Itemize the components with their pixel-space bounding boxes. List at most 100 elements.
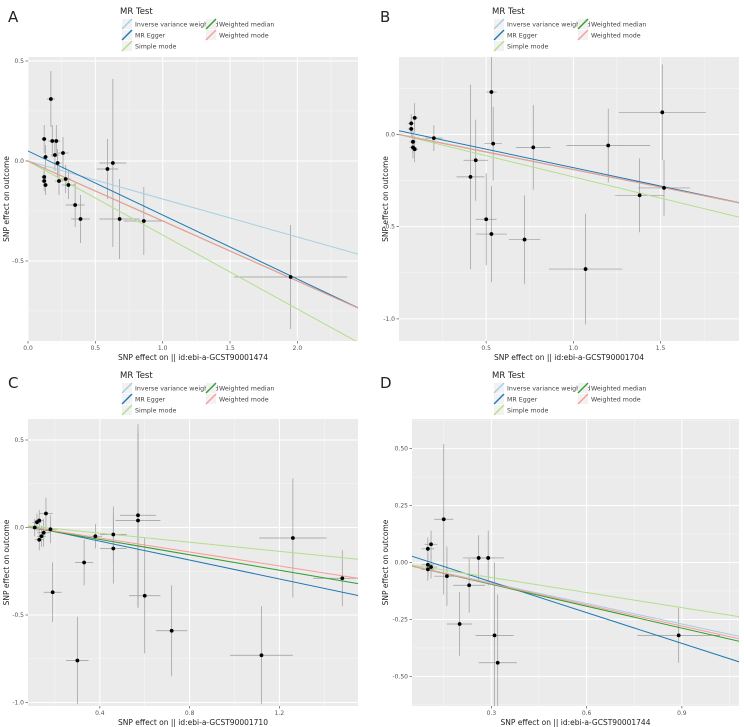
x-axis-title: SNP effect on || id:ebi-a-GCST90001704 bbox=[494, 353, 644, 362]
data-point bbox=[61, 151, 65, 155]
data-point bbox=[37, 518, 42, 523]
plot-background bbox=[399, 57, 739, 341]
legend-key-simple bbox=[493, 404, 505, 416]
y-axis-title: SNP effect on outcome bbox=[381, 156, 390, 242]
data-point bbox=[75, 658, 80, 663]
x-tick-label: 0.9 bbox=[677, 710, 687, 717]
legend-key-ivw bbox=[493, 382, 505, 394]
data-point bbox=[42, 179, 47, 183]
data-point bbox=[78, 217, 83, 221]
data-point bbox=[606, 143, 611, 148]
x-axis-title: SNP effect on || id:ebi-a-GCST90001710 bbox=[118, 718, 268, 727]
x-tick-label: 0.5 bbox=[91, 345, 101, 352]
data-point bbox=[468, 174, 473, 179]
legend-label-ivw: Inverse variance weighted bbox=[507, 386, 590, 393]
legend-key-wmode bbox=[205, 393, 217, 405]
x-tick-label: 0.3 bbox=[487, 710, 497, 717]
legend-key-egger bbox=[493, 393, 505, 405]
legend-key-ivw bbox=[121, 382, 133, 394]
data-point bbox=[340, 576, 345, 581]
data-point bbox=[41, 530, 46, 535]
legend-title: MR Test bbox=[492, 371, 525, 381]
x-tick-label: 0.0 bbox=[23, 345, 33, 352]
data-point bbox=[136, 513, 140, 518]
data-point bbox=[290, 536, 295, 540]
data-point bbox=[32, 525, 37, 530]
data-point bbox=[93, 534, 98, 539]
data-point bbox=[409, 127, 414, 131]
y-tick-label: 0.0 bbox=[14, 525, 24, 532]
legend-key-wmode bbox=[577, 393, 589, 405]
data-point bbox=[412, 147, 417, 152]
data-point bbox=[489, 232, 494, 236]
data-point bbox=[141, 219, 146, 223]
y-tick-label: -0.5 bbox=[12, 258, 24, 265]
plot-background bbox=[28, 57, 358, 341]
data-point bbox=[43, 155, 48, 159]
panel-d: D MR Test Inverse variance weighted MR Egge… bbox=[380, 371, 739, 727]
legend-key-wmode bbox=[205, 29, 217, 41]
data-point bbox=[117, 217, 122, 221]
legend-key-egger bbox=[493, 29, 505, 41]
legend-label-ivw: Inverse variance weighted bbox=[135, 22, 218, 29]
x-tick-label: 1.2 bbox=[275, 710, 285, 717]
legend-label-simple: Simple mode bbox=[507, 44, 548, 51]
legend-label-wmedian: Weighted median bbox=[591, 386, 646, 393]
y-tick-label: 0.0 bbox=[385, 131, 395, 138]
data-point bbox=[489, 90, 494, 94]
legend-label-egger: MR Egger bbox=[135, 33, 166, 40]
data-point bbox=[259, 653, 264, 658]
y-axis-title: SNP effect on outcome bbox=[2, 519, 11, 605]
data-point bbox=[491, 141, 496, 146]
y-tick-label: -0.50 bbox=[392, 673, 408, 680]
legend-title: MR Test bbox=[120, 7, 153, 17]
data-point bbox=[676, 633, 681, 638]
data-point bbox=[583, 267, 588, 271]
panel-label: D bbox=[380, 374, 392, 392]
panel-a: A MR Test Inverse variance weighted MR Egge… bbox=[2, 7, 358, 362]
plot-area bbox=[399, 57, 739, 341]
legend-label-simple: Simple mode bbox=[507, 408, 548, 415]
y-tick-label: -0.25 bbox=[392, 616, 408, 623]
legend: MR Test Inverse variance weighted MR Egger… bbox=[492, 7, 646, 52]
data-point bbox=[492, 633, 497, 638]
legend-label-wmedian: Weighted median bbox=[219, 22, 274, 29]
legend-key-egger bbox=[121, 29, 133, 41]
data-point bbox=[473, 158, 478, 163]
legend-label-simple: Simple mode bbox=[135, 44, 176, 51]
regression-line-wmode bbox=[28, 526, 358, 579]
legend-key-wmedian bbox=[205, 18, 217, 30]
data-point bbox=[73, 203, 78, 207]
legend-label-egger: MR Egger bbox=[507, 397, 538, 404]
data-point bbox=[429, 565, 433, 569]
legend-key-wmedian bbox=[577, 382, 589, 394]
data-point bbox=[44, 511, 48, 516]
regression-line-simple bbox=[28, 160, 357, 341]
data-point bbox=[484, 217, 489, 222]
data-point bbox=[425, 567, 430, 572]
data-point bbox=[42, 175, 47, 179]
legend-key-egger bbox=[121, 393, 133, 405]
legend-label-egger: MR Egger bbox=[135, 397, 166, 404]
y-tick-label: 0.00 bbox=[395, 560, 409, 567]
data-point bbox=[522, 237, 527, 242]
data-point bbox=[142, 593, 147, 598]
panel-c: C MR Test Inverse variance weighted MR Egge… bbox=[2, 371, 358, 727]
data-point bbox=[476, 556, 481, 560]
y-tick-label: 0.25 bbox=[395, 503, 409, 510]
y-axis-title: SNP effect on outcome bbox=[381, 519, 390, 605]
data-point bbox=[486, 556, 491, 560]
x-axis-title: SNP effect on || id:ebi-a-GCST90001474 bbox=[118, 353, 268, 362]
data-point bbox=[662, 186, 666, 190]
data-point bbox=[425, 546, 430, 551]
y-tick-label: 0.5 bbox=[14, 58, 24, 65]
x-tick-label: 0.6 bbox=[582, 710, 592, 717]
plot-area bbox=[28, 419, 358, 706]
x-tick-label: 1.0 bbox=[158, 345, 168, 352]
legend-key-simple bbox=[121, 40, 133, 52]
data-point bbox=[429, 542, 433, 547]
regression-line-ivw bbox=[28, 160, 358, 255]
data-point bbox=[42, 137, 47, 141]
data-point bbox=[55, 161, 60, 165]
legend-key-ivw bbox=[493, 18, 505, 30]
